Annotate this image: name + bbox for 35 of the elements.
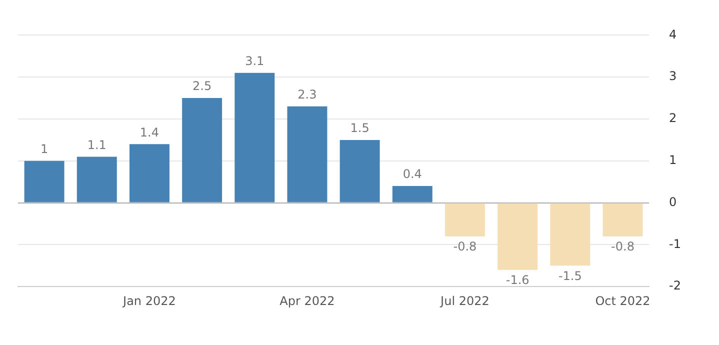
bar <box>392 186 432 202</box>
data-label: 2.3 <box>298 88 317 102</box>
x-tick-label: Oct 2022 <box>595 294 650 308</box>
bar <box>182 98 222 202</box>
data-label: -0.8 <box>611 239 634 254</box>
bar <box>287 106 328 202</box>
data-label: 1.1 <box>87 138 106 152</box>
bar <box>24 160 64 202</box>
bar <box>550 203 590 266</box>
x-tick-label: Apr 2022 <box>280 294 335 308</box>
bar <box>445 203 485 236</box>
data-label: -1.6 <box>506 272 530 287</box>
y-tick-label: 2 <box>669 111 677 126</box>
x-tick-label: Jul 2022 <box>440 294 490 308</box>
bar <box>602 203 643 236</box>
y-tick-label: 3 <box>669 69 677 84</box>
data-label: 1 <box>40 142 48 156</box>
bar <box>129 144 170 202</box>
data-label: -1.5 <box>558 268 582 283</box>
data-label: 1.5 <box>350 121 370 136</box>
data-label: 0.4 <box>402 167 422 182</box>
y-tick-label: -1 <box>669 236 682 251</box>
data-label: 3.1 <box>245 54 264 68</box>
data-label: 2.5 <box>192 79 212 94</box>
y-tick-label: 4 <box>669 27 677 42</box>
y-tick-label: 1 <box>669 153 677 168</box>
bar <box>498 203 538 270</box>
bar <box>76 156 117 202</box>
data-label: -0.8 <box>453 239 477 254</box>
y-tick-label: 0 <box>669 194 677 209</box>
y-tick-label: -2 <box>669 278 682 293</box>
bar <box>234 72 275 202</box>
bar <box>340 140 380 202</box>
data-label: 1.4 <box>140 125 160 140</box>
x-tick-label: Jan 2022 <box>122 294 176 308</box>
